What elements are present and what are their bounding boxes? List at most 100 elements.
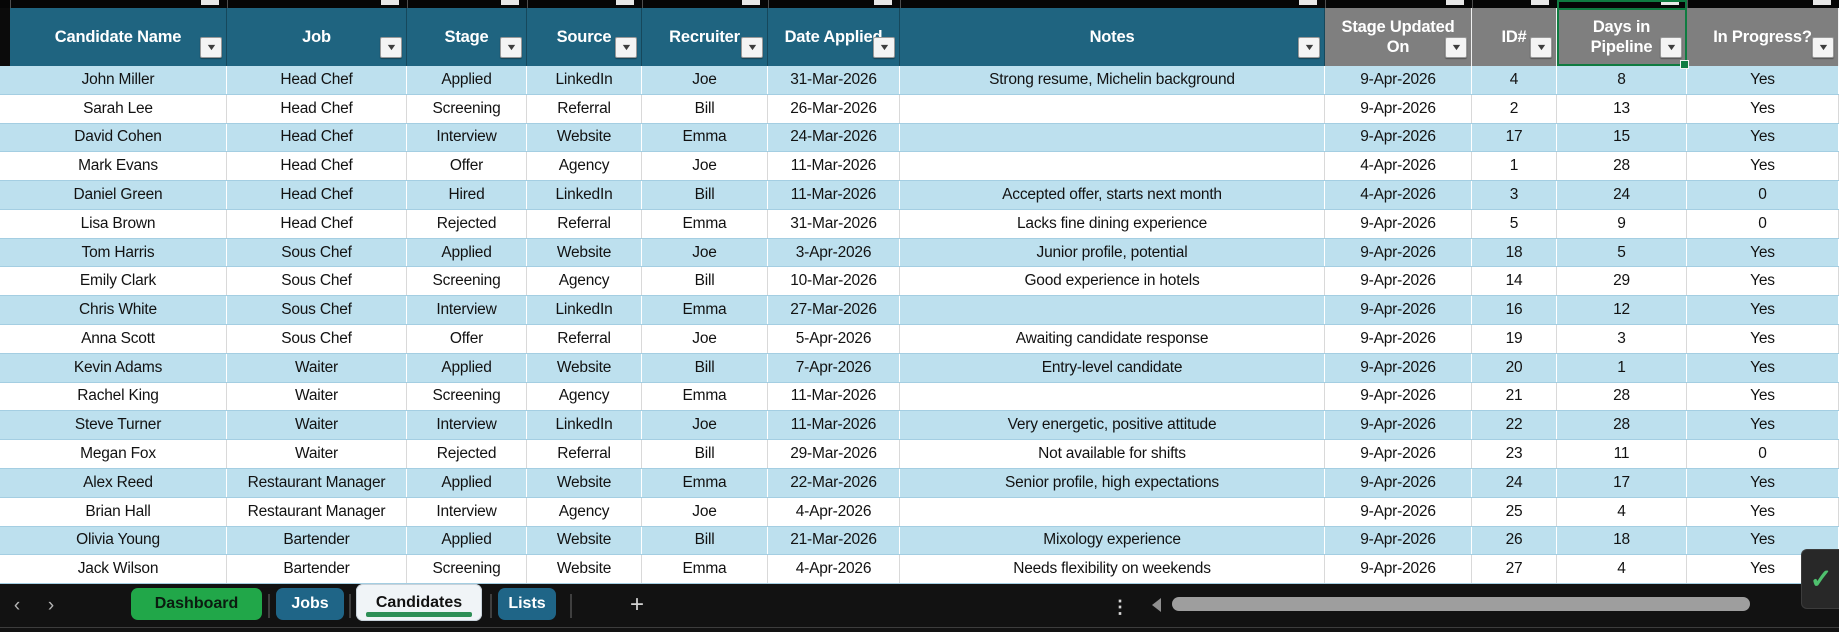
cell-in-progress[interactable]: Yes bbox=[1687, 382, 1839, 411]
cell-candidate-name[interactable]: Anna Scott bbox=[10, 325, 227, 353]
filter-button-source[interactable]: ▼ bbox=[615, 37, 637, 58]
cell-date-applied[interactable]: 11-Mar-2026 bbox=[768, 181, 900, 209]
cell-days-in-pipeline[interactable]: 17 bbox=[1557, 468, 1687, 497]
cell-stage[interactable]: Applied bbox=[407, 353, 527, 382]
cell-source[interactable]: Referral bbox=[527, 440, 642, 468]
cell-days-in-pipeline[interactable]: 28 bbox=[1557, 411, 1687, 440]
cell-notes[interactable] bbox=[900, 152, 1325, 181]
cell-job[interactable]: Sous Chef bbox=[227, 238, 407, 267]
cell-stage-updated-on[interactable]: 4-Apr-2026 bbox=[1325, 152, 1472, 181]
cell-source[interactable]: LinkedIn bbox=[527, 411, 642, 440]
cell-notes[interactable] bbox=[900, 296, 1325, 325]
cell-in-progress[interactable]: Yes bbox=[1687, 468, 1839, 497]
cell-stage[interactable]: Rejected bbox=[407, 440, 527, 468]
cell-source[interactable]: LinkedIn bbox=[527, 66, 642, 94]
cell-source[interactable]: LinkedIn bbox=[527, 181, 642, 209]
cell-days-in-pipeline[interactable]: 4 bbox=[1557, 497, 1687, 526]
cell-date-applied[interactable]: 27-Mar-2026 bbox=[768, 296, 900, 325]
cell-date-applied[interactable]: 4-Apr-2026 bbox=[768, 497, 900, 526]
cell-stage[interactable]: Screening bbox=[407, 94, 527, 123]
sheet-tab-dashboard[interactable]: Dashboard bbox=[131, 588, 262, 620]
filter-button-days-in-pipeline[interactable]: ▼ bbox=[1660, 37, 1682, 58]
cell-job[interactable]: Waiter bbox=[227, 382, 407, 411]
cell-notes[interactable] bbox=[900, 382, 1325, 411]
next-sheet-button[interactable]: › bbox=[47, 595, 55, 616]
cell-source[interactable]: Website bbox=[527, 353, 642, 382]
cell-candidate-name[interactable]: Lisa Brown bbox=[10, 209, 227, 238]
filter-button-candidate-name[interactable]: ▼ bbox=[200, 37, 222, 58]
cell-in-progress[interactable]: Yes bbox=[1687, 267, 1839, 296]
cell-days-in-pipeline[interactable]: 9 bbox=[1557, 209, 1687, 238]
cell-stage-updated-on[interactable]: 9-Apr-2026 bbox=[1325, 94, 1472, 123]
cell-candidate-name[interactable]: Jack Wilson bbox=[10, 555, 227, 584]
cell-stage-updated-on[interactable]: 4-Apr-2026 bbox=[1325, 181, 1472, 209]
cell-stage[interactable]: Applied bbox=[407, 526, 527, 555]
filter-button-date-applied[interactable]: ▼ bbox=[873, 37, 895, 58]
cell-source[interactable]: LinkedIn bbox=[527, 296, 642, 325]
cell-in-progress[interactable]: Yes bbox=[1687, 66, 1839, 94]
column-header-date-applied[interactable]: Date Applied ▼ bbox=[768, 8, 900, 66]
cell-candidate-name[interactable]: Megan Fox bbox=[10, 440, 227, 468]
cell-days-in-pipeline[interactable]: 12 bbox=[1557, 296, 1687, 325]
cell-source[interactable]: Agency bbox=[527, 382, 642, 411]
cell-notes[interactable]: Not available for shifts bbox=[900, 440, 1325, 468]
cell-job[interactable]: Bartender bbox=[227, 555, 407, 584]
column-header-days-in-pipeline[interactable]: Days in Pipeline ▼ bbox=[1557, 8, 1689, 69]
cell-date-applied[interactable]: 3-Apr-2026 bbox=[768, 238, 900, 267]
column-header-recruiter[interactable]: Recruiter ▼ bbox=[642, 8, 768, 66]
sheet-tab-lists[interactable]: Lists bbox=[498, 588, 556, 620]
cell-date-applied[interactable]: 11-Mar-2026 bbox=[768, 382, 900, 411]
cell-date-applied[interactable]: 29-Mar-2026 bbox=[768, 440, 900, 468]
cell-job[interactable]: Restaurant Manager bbox=[227, 468, 407, 497]
cell-notes[interactable] bbox=[900, 94, 1325, 123]
cell-stage[interactable]: Interview bbox=[407, 296, 527, 325]
cell-id[interactable]: 22 bbox=[1472, 411, 1557, 440]
cell-job[interactable]: Head Chef bbox=[227, 209, 407, 238]
cell-recruiter[interactable]: Bill bbox=[642, 440, 768, 468]
cell-candidate-name[interactable]: Rachel King bbox=[10, 382, 227, 411]
cell-notes[interactable]: Lacks fine dining experience bbox=[900, 209, 1325, 238]
cell-notes[interactable]: Junior profile, potential bbox=[900, 238, 1325, 267]
cell-recruiter[interactable]: Joe bbox=[642, 66, 768, 94]
cell-stage-updated-on[interactable]: 9-Apr-2026 bbox=[1325, 353, 1472, 382]
cell-date-applied[interactable]: 10-Mar-2026 bbox=[768, 267, 900, 296]
floating-check-widget[interactable]: ✓ bbox=[1801, 549, 1839, 609]
cell-source[interactable]: Agency bbox=[527, 152, 642, 181]
cell-id[interactable]: 27 bbox=[1472, 555, 1557, 584]
cell-candidate-name[interactable]: Daniel Green bbox=[10, 181, 227, 209]
cell-notes[interactable]: Mixology experience bbox=[900, 526, 1325, 555]
cell-candidate-name[interactable]: David Cohen bbox=[10, 123, 227, 152]
cell-id[interactable]: 25 bbox=[1472, 497, 1557, 526]
column-header-source[interactable]: Source ▼ bbox=[527, 8, 642, 66]
sheet-tab-jobs[interactable]: Jobs bbox=[276, 588, 344, 620]
cell-days-in-pipeline[interactable]: 3 bbox=[1557, 325, 1687, 353]
cell-job[interactable]: Restaurant Manager bbox=[227, 497, 407, 526]
cell-candidate-name[interactable]: Emily Clark bbox=[10, 267, 227, 296]
column-header-in-progress[interactable]: In Progress? ▼ bbox=[1687, 8, 1839, 66]
cell-job[interactable]: Head Chef bbox=[227, 94, 407, 123]
cell-recruiter[interactable]: Emma bbox=[642, 296, 768, 325]
cell-recruiter[interactable]: Bill bbox=[642, 526, 768, 555]
cell-candidate-name[interactable]: Tom Harris bbox=[10, 238, 227, 267]
cell-job[interactable]: Sous Chef bbox=[227, 325, 407, 353]
cell-stage-updated-on[interactable]: 9-Apr-2026 bbox=[1325, 555, 1472, 584]
cell-date-applied[interactable]: 7-Apr-2026 bbox=[768, 353, 900, 382]
cell-id[interactable]: 3 bbox=[1472, 181, 1557, 209]
cell-id[interactable]: 21 bbox=[1472, 382, 1557, 411]
cell-stage[interactable]: Offer bbox=[407, 152, 527, 181]
cell-in-progress[interactable]: 0 bbox=[1687, 181, 1839, 209]
cell-recruiter[interactable]: Bill bbox=[642, 353, 768, 382]
cell-id[interactable]: 2 bbox=[1472, 94, 1557, 123]
column-header-stage[interactable]: Stage ▼ bbox=[407, 8, 527, 66]
cell-days-in-pipeline[interactable]: 15 bbox=[1557, 123, 1687, 152]
add-sheet-button[interactable]: + bbox=[622, 590, 652, 620]
cell-recruiter[interactable]: Emma bbox=[642, 382, 768, 411]
cell-id[interactable]: 23 bbox=[1472, 440, 1557, 468]
cell-in-progress[interactable]: 0 bbox=[1687, 209, 1839, 238]
cell-notes[interactable]: Awaiting candidate response bbox=[900, 325, 1325, 353]
cell-stage-updated-on[interactable]: 9-Apr-2026 bbox=[1325, 497, 1472, 526]
cell-source[interactable]: Website bbox=[527, 468, 642, 497]
cell-stage-updated-on[interactable]: 9-Apr-2026 bbox=[1325, 267, 1472, 296]
cell-stage[interactable]: Interview bbox=[407, 123, 527, 152]
filter-button-recruiter[interactable]: ▼ bbox=[741, 37, 763, 58]
